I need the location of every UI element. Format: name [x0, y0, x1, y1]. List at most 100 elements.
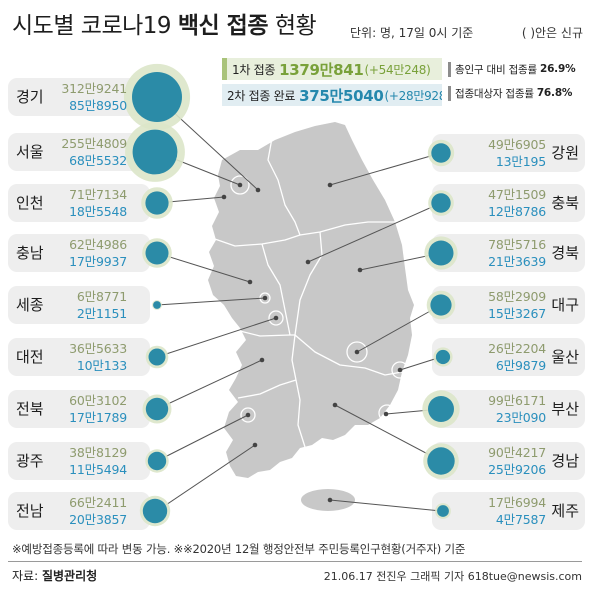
second-dose-count: 12만8786 — [488, 204, 546, 219]
leader-dot-gyeongbuk — [357, 267, 363, 273]
region-name: 경북 — [551, 244, 579, 262]
second-dose-count: 23만090 — [495, 410, 546, 425]
first-dose-count: 62만4986 — [69, 237, 127, 252]
leader-dot-chungbuk — [305, 259, 311, 265]
region-name: 부산 — [551, 400, 579, 418]
total-population-rate: 총인구 대비 접종률 26.9% — [448, 60, 576, 78]
first-dose-total: 1379만841 — [279, 60, 364, 79]
region-row-chungbuk: 충북 47만1509 12만8786 — [432, 184, 585, 222]
second-dose-count: 10만133 — [76, 358, 127, 373]
region-name: 광주 — [16, 452, 44, 470]
leader-line-sejong — [156, 297, 266, 306]
second-dose-count: 17만9937 — [69, 254, 127, 269]
bubble-second-dose-gyeongbuk — [428, 240, 454, 266]
region-values: 49만6905 13만195 — [488, 136, 546, 170]
bubble-second-dose-busan — [428, 396, 454, 422]
total-population-rate-value: 26.9% — [539, 63, 576, 75]
first-dose-count: 38만8129 — [69, 445, 127, 460]
region-row-sejong: 세종 6만8771 2만1151 — [8, 286, 150, 324]
first-dose-count: 60만3102 — [69, 393, 127, 408]
boundary-chungnam-chungbuk — [261, 243, 291, 336]
leader-line-daegu — [356, 304, 442, 353]
korea-mainland-map — [208, 122, 414, 478]
eligible-rate: 접종대상자 접종률 76.8% — [448, 84, 572, 102]
leader-dot-jeonbuk — [259, 357, 265, 363]
leader-dot-gyeonggi — [255, 187, 261, 193]
first-dose-summary: 1차 접종 1379만841 (+54만248) — [222, 58, 442, 80]
second-dose-label: 2차 접종 완료 — [227, 88, 296, 103]
eligible-rate-label: 접종대상자 접종률 — [455, 87, 534, 100]
region-row-gangwon: 강원 49만6905 13만195 — [432, 134, 585, 172]
leader-dot-gangwon — [327, 182, 333, 188]
second-dose-count: 20만3857 — [69, 512, 127, 527]
boundary-gyeonggi-gangwon — [267, 137, 301, 236]
bubble-second-dose-jeonnam — [142, 498, 168, 524]
region-name: 세종 — [16, 296, 44, 314]
boundary-gyeongbuk-gyeongnam — [294, 334, 403, 376]
leader-dot-seoul — [237, 182, 243, 188]
leader-dot-daegu — [354, 349, 360, 355]
region-row-seoul: 서울 255만4809 68만5532 — [8, 133, 150, 171]
source-line: 자료: 질병관리청 — [12, 567, 97, 584]
leader-dot-ulsan — [397, 367, 403, 373]
boundary-jeonnam-gyeongnam — [295, 379, 306, 448]
leader-dot-sejong — [262, 295, 268, 301]
second-dose-count: 11만5494 — [69, 462, 127, 477]
region-name: 서울 — [16, 143, 44, 161]
leader-line-gwangju — [156, 414, 249, 462]
first-dose-count: 312만9241 — [61, 81, 127, 96]
boundary-jeonbuk-jeonnam — [237, 379, 297, 399]
title-bold: 백신 접종 — [177, 13, 269, 39]
second-dose-count: 25만9206 — [488, 462, 546, 477]
region-name: 대전 — [16, 348, 44, 366]
source-name: 질병관리청 — [41, 569, 98, 583]
leader-line-gyeongnam — [334, 404, 442, 462]
boundary-daejeon — [268, 310, 284, 326]
page-title: 시도별 코로나19 백신 접종 현황 — [12, 11, 317, 41]
region-row-chungnam: 충남 62만4986 17만9937 — [8, 234, 150, 272]
region-values: 47만1509 12만8786 — [488, 186, 546, 220]
bubble-second-dose-ulsan — [435, 349, 451, 365]
first-dose-new: (+54만248) — [364, 62, 431, 77]
region-row-daegu: 대구 58만2909 15만3267 — [432, 286, 585, 324]
region-name: 전북 — [16, 400, 44, 418]
province-boundaries — [211, 137, 409, 448]
region-values: 58만2909 15만3267 — [488, 288, 546, 322]
second-dose-count: 15만3267 — [488, 306, 546, 321]
second-dose-count: 6만9879 — [495, 358, 546, 373]
region-values: 66만2411 20만3857 — [69, 494, 127, 528]
region-values: 90만4217 25만9206 — [488, 444, 546, 478]
boundary-jeonbuk-gyeongnam — [291, 334, 297, 381]
bubble-second-dose-gyeongnam — [427, 447, 455, 475]
region-values: 78만5716 21만3639 — [488, 236, 546, 270]
region-name: 강원 — [551, 144, 579, 162]
bubble-second-dose-incheon — [145, 191, 169, 215]
graphic-credit: 21.06.17 전진우 그래픽 기자 618tue@newsis.com — [323, 570, 582, 583]
region-name: 경기 — [16, 88, 44, 106]
bubble-second-dose-daegu — [430, 294, 452, 316]
footnote: ※예방접종등록에 따라 변동 가능. ※※2020년 12월 행정안전부 주민등… — [12, 542, 466, 556]
first-dose-count: 71만7134 — [69, 187, 127, 202]
region-row-jeju: 제주 17만6994 4만7587 — [432, 492, 585, 530]
first-dose-count: 78만5716 — [488, 237, 546, 252]
region-row-gwangju: 광주 38만8129 11만5494 — [8, 442, 150, 480]
first-dose-swatch — [222, 58, 227, 80]
leader-dot-chungnam — [247, 279, 253, 285]
title-tail: 현황 — [274, 13, 317, 39]
region-values: 60만3102 17만1789 — [69, 392, 127, 426]
title-lead: 시도별 코로나19 — [12, 13, 172, 39]
region-values: 71만7134 18만5548 — [69, 186, 127, 220]
region-name: 제주 — [551, 502, 579, 520]
second-dose-count: 85만8950 — [69, 98, 127, 113]
bubble-second-dose-daejeon — [148, 348, 166, 366]
leader-dot-incheon — [221, 194, 227, 200]
second-dose-count: 18만5548 — [69, 204, 127, 219]
second-dose-count: 4만7587 — [495, 512, 546, 527]
second-dose-count: 68만5532 — [69, 153, 127, 168]
region-values: 99만6171 23만090 — [488, 392, 546, 426]
bubble-second-dose-gyeonggi — [132, 72, 182, 122]
footer-divider — [8, 561, 582, 562]
region-values: 17만6994 4만7587 — [488, 494, 546, 528]
bubble-second-dose-jeju — [437, 505, 449, 517]
leader-lines — [156, 96, 442, 512]
